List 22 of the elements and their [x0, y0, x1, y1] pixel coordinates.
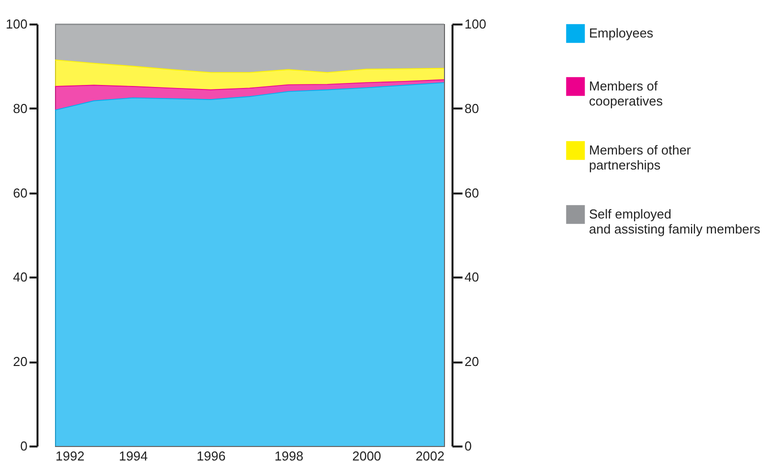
y2-tick-label: 60 — [464, 185, 479, 200]
y-tick-label: 60 — [13, 185, 28, 200]
x-tick-label: 1992 — [56, 448, 84, 462]
y2-tick-label: 100 — [464, 16, 486, 32]
y2-tick-label: 20 — [464, 354, 479, 370]
x-tick-label: 2002 — [416, 448, 444, 462]
y-tick-label: 20 — [13, 354, 28, 370]
y-tick-label: 0 — [20, 438, 28, 454]
legend-label: Members of other partnerships — [589, 142, 692, 172]
x-tick-label: 1998 — [274, 448, 304, 462]
legend-label: Employees — [589, 26, 654, 40]
legend-label: Members of cooperatives — [589, 78, 664, 108]
x-tick-label: 2000 — [352, 448, 382, 462]
y-tick-label: 100 — [6, 16, 28, 32]
x-tick-label: 1996 — [196, 448, 226, 462]
y2-tick-label: 0 — [464, 438, 472, 454]
legend-label: Self employed and assisting family members — [589, 206, 761, 236]
y-tick-label: 40 — [13, 270, 28, 285]
y2-tick-label: 80 — [464, 100, 479, 116]
y-tick-label: 80 — [13, 100, 28, 116]
x-tick-label: 1994 — [118, 448, 148, 462]
y2-tick-label: 40 — [464, 270, 479, 285]
